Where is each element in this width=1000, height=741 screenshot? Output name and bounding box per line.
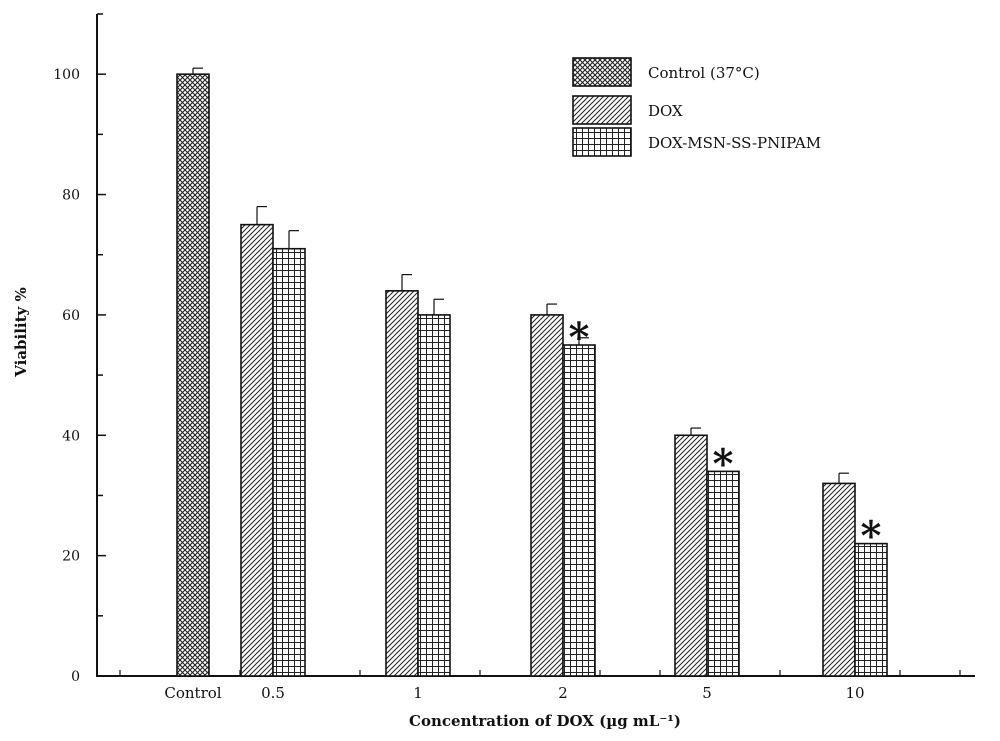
y-axis-title: Viability % (12, 287, 30, 378)
y-tick-label: 0 (71, 669, 80, 685)
chart-legend: Control (37°C) DOX DOX-MSN-SS-PNIPAM (572, 57, 821, 157)
bar (706, 470, 740, 677)
y-tick-label: 20 (62, 549, 80, 565)
x-tick-label: Control (164, 684, 221, 702)
x-axis-title: Concentration of DOX (µg mL⁻¹) (409, 712, 681, 730)
chart-bars: * * * (176, 67, 888, 677)
y-tick-label: 100 (53, 67, 80, 83)
y-tick-label: 80 (62, 188, 80, 204)
legend-label: DOX (648, 102, 683, 120)
legend-swatch (572, 95, 632, 125)
x-tick-label: 5 (702, 684, 712, 702)
legend-label: Control (37°C) (648, 64, 760, 82)
x-tick-label: 10 (845, 684, 864, 702)
y-tick-label: 60 (62, 308, 80, 324)
legend-label: DOX-MSN-SS-PNIPAM (648, 134, 821, 152)
bar (272, 247, 306, 677)
bar (530, 314, 564, 677)
bar (562, 344, 596, 677)
y-tick-label: 40 (62, 428, 80, 444)
legend-swatch (572, 57, 632, 87)
bar (854, 542, 888, 677)
significance-marker: * (569, 314, 590, 361)
bar (674, 434, 708, 677)
bar (385, 290, 419, 677)
x-tick-label: 1 (413, 684, 423, 702)
x-tick-label: 2 (558, 684, 568, 702)
significance-marker: * (861, 513, 882, 560)
bar (176, 73, 210, 677)
bar (822, 482, 856, 677)
x-tick-label: 0.5 (261, 684, 285, 702)
significance-marker: * (713, 440, 734, 487)
legend-swatch (572, 127, 632, 157)
bar (417, 314, 451, 677)
bar (240, 223, 274, 677)
